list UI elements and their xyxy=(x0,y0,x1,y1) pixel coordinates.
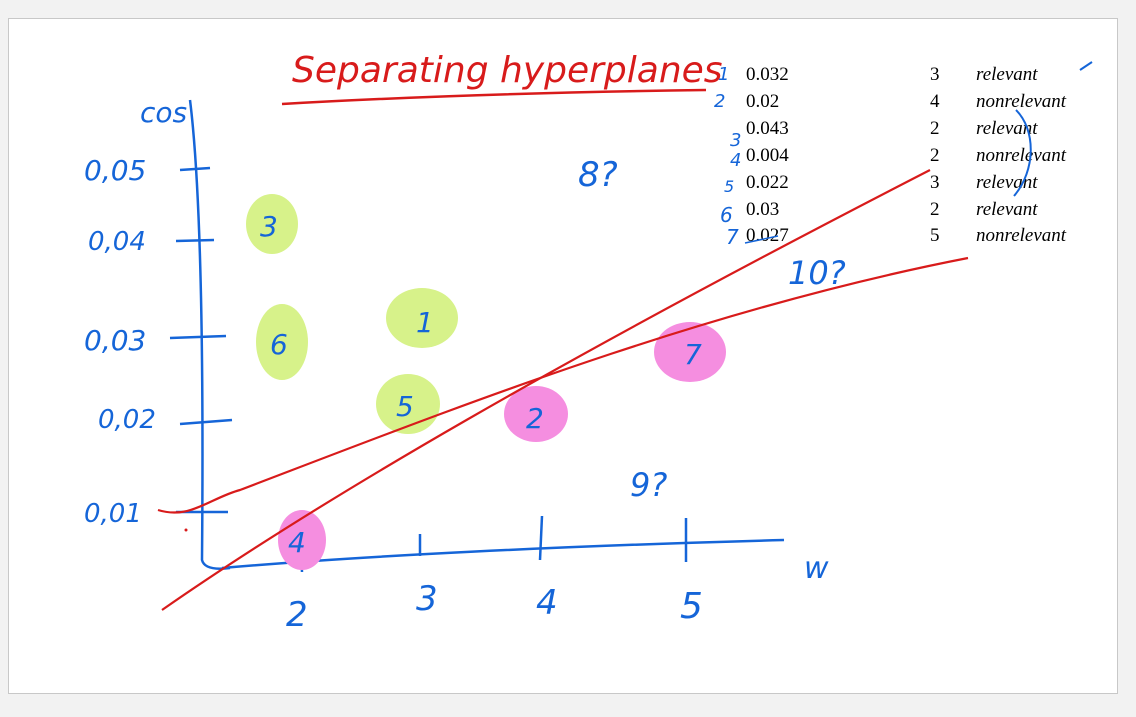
svg-text:2: 2 xyxy=(930,145,940,166)
svg-text:nonrelevant: nonrelevant xyxy=(976,225,1067,246)
svg-text:4: 4 xyxy=(730,150,741,171)
table-row: 6 0.03 2 relevant xyxy=(720,199,1038,227)
point-3: 3 xyxy=(246,194,298,254)
svg-text:5: 5 xyxy=(396,390,414,423)
table-row: 3 0.043 2 relevant xyxy=(730,118,1038,151)
y-ticks xyxy=(169,166,233,514)
strike-mark xyxy=(744,235,779,244)
svg-text:3: 3 xyxy=(930,172,940,193)
point-1: 1 xyxy=(386,288,458,348)
svg-text:1: 1 xyxy=(718,64,729,85)
x-tick-label-2: 2 xyxy=(286,595,308,635)
red-dot xyxy=(184,528,188,532)
x-tick-label-5: 5 xyxy=(680,586,703,627)
svg-text:2: 2 xyxy=(714,91,725,112)
svg-text:0.032: 0.032 xyxy=(746,64,789,85)
x-axis xyxy=(221,538,785,570)
annotation-tick xyxy=(1079,61,1093,71)
point-2: 2 xyxy=(504,386,568,442)
y-tick-label-0-01: 0,01 xyxy=(84,499,142,529)
svg-text:0.043: 0.043 xyxy=(746,118,789,139)
title-underline xyxy=(281,88,707,106)
svg-text:5: 5 xyxy=(930,225,940,246)
diagram-title: Separating hyperplanes xyxy=(292,50,723,91)
table-row: 1 0.032 3 relevant xyxy=(718,64,1038,85)
y-tick-label-0-04: 0,04 xyxy=(88,227,146,257)
svg-text:0.03: 0.03 xyxy=(746,199,779,220)
query-9: 9? xyxy=(630,466,667,504)
svg-text:3: 3 xyxy=(260,210,278,243)
hyperplane-line-1 xyxy=(161,169,931,611)
x-tick-label-3: 3 xyxy=(416,579,438,619)
query-8: 8? xyxy=(578,155,618,195)
svg-text:nonrelevant: nonrelevant xyxy=(976,145,1067,166)
svg-text:7: 7 xyxy=(726,225,739,249)
svg-text:3: 3 xyxy=(930,64,940,85)
table-row: 4 0.004 2 nonrelevant xyxy=(730,145,1067,171)
y-axis-label: cos xyxy=(140,96,187,129)
svg-text:0.022: 0.022 xyxy=(746,172,789,193)
svg-text:2: 2 xyxy=(930,118,940,139)
svg-text:7: 7 xyxy=(684,338,702,371)
point-7: 7 xyxy=(654,322,726,382)
x-tick-label-4: 4 xyxy=(536,583,558,623)
y-tick-label-0-05: 0,05 xyxy=(84,154,146,187)
svg-text:relevant: relevant xyxy=(976,64,1038,85)
svg-text:5: 5 xyxy=(724,177,734,196)
svg-text:relevant: relevant xyxy=(976,172,1038,193)
svg-text:4: 4 xyxy=(288,526,306,559)
point-6: 6 xyxy=(256,304,308,380)
svg-text:relevant: relevant xyxy=(976,118,1038,139)
query-10: 10? xyxy=(788,254,846,292)
svg-text:nonrelevant: nonrelevant xyxy=(976,91,1067,112)
svg-text:relevant: relevant xyxy=(976,199,1038,220)
annotation-bracket xyxy=(1013,109,1032,197)
svg-text:6: 6 xyxy=(720,203,733,227)
hyperplane-line-2 xyxy=(157,256,969,514)
y-tick-label-0-03: 0,03 xyxy=(84,324,146,357)
svg-text:0.004: 0.004 xyxy=(746,145,789,166)
svg-text:0.027: 0.027 xyxy=(746,225,789,246)
y-tick-label-0-02: 0,02 xyxy=(98,405,156,435)
svg-text:2: 2 xyxy=(930,199,940,220)
x-axis-label: w xyxy=(804,551,829,586)
svg-text:6: 6 xyxy=(270,328,288,361)
svg-text:3: 3 xyxy=(730,130,741,151)
table-row: 2 0.02 4 nonrelevant xyxy=(714,91,1067,112)
data-table: 1 0.032 3 relevant 2 0.02 4 nonrelevant … xyxy=(714,61,1093,249)
svg-text:2: 2 xyxy=(526,402,544,435)
svg-text:1: 1 xyxy=(416,306,434,339)
table-row: 7 0.027 5 nonrelevant xyxy=(726,225,1067,249)
svg-text:0.02: 0.02 xyxy=(746,91,779,112)
y-axis xyxy=(188,99,231,570)
svg-text:4: 4 xyxy=(930,91,940,112)
table-row: 5 0.022 3 relevant xyxy=(724,172,1038,196)
